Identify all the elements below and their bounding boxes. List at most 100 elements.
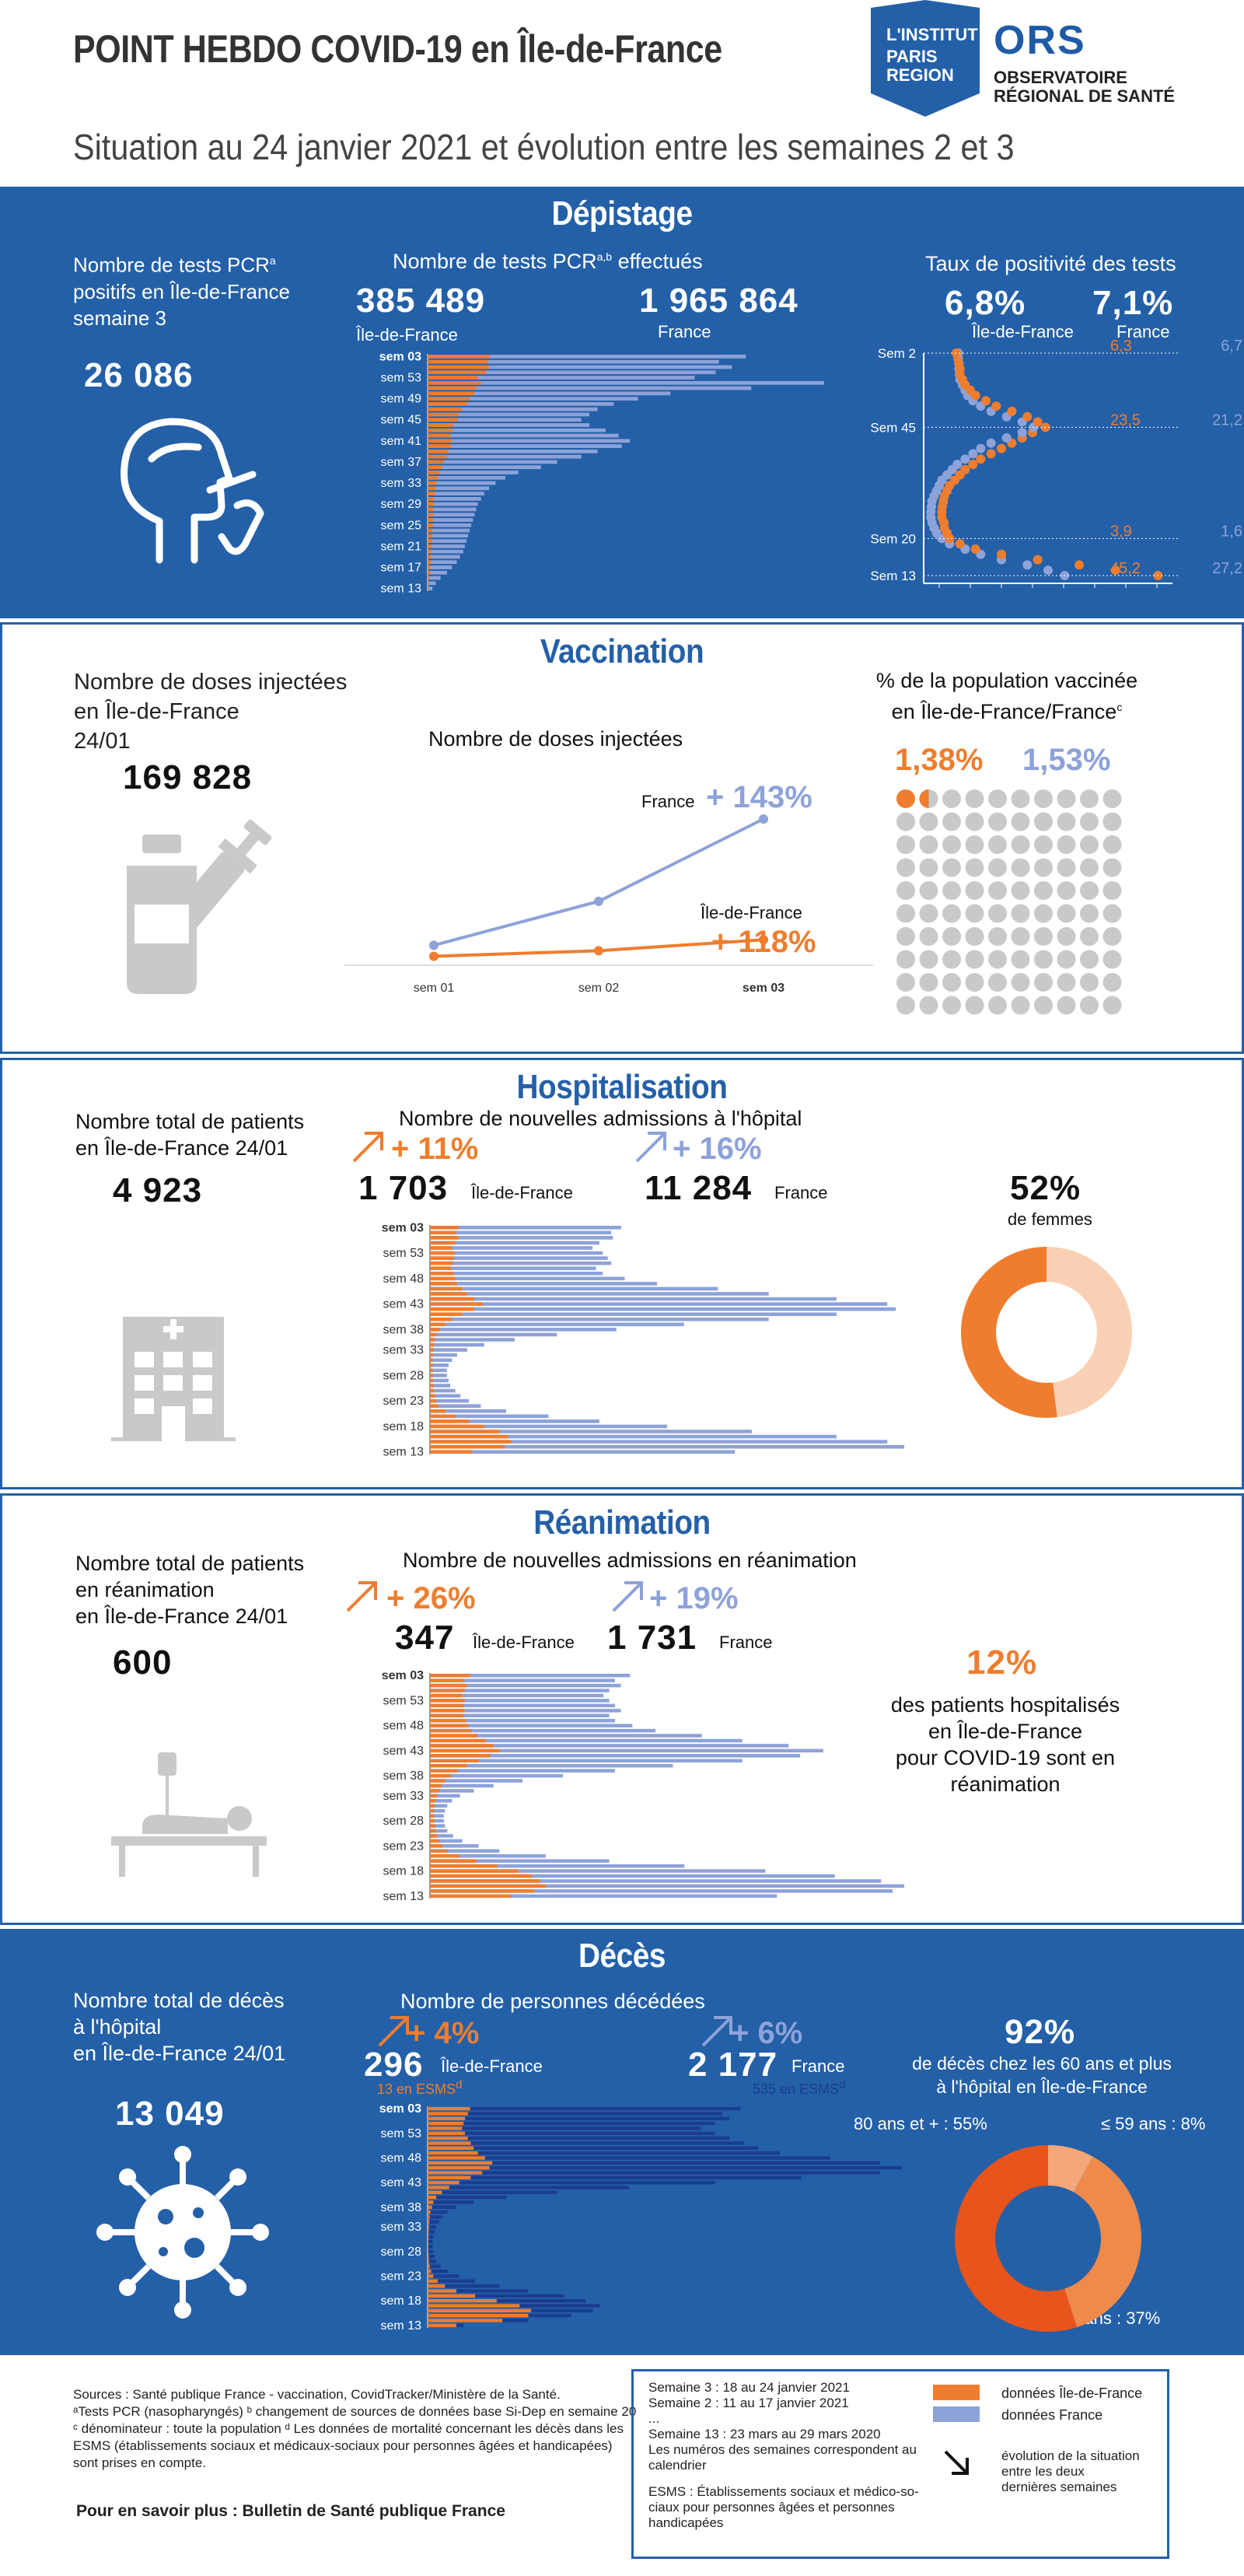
bar-idf bbox=[428, 539, 432, 543]
pos-point-idf bbox=[1033, 555, 1043, 565]
rea-total-value: 600 bbox=[113, 1643, 173, 1682]
donut-slice bbox=[955, 2145, 1078, 2332]
deces-fr-esms: 535 en ESMSd bbox=[753, 2078, 845, 2098]
panel-title-reanimation: Réanimation bbox=[533, 1503, 711, 1542]
bar-idf bbox=[430, 1404, 439, 1409]
bar-france bbox=[430, 1783, 494, 1788]
vacc-dot bbox=[1102, 904, 1122, 923]
deces-idf-esms-text: 13 en ESMS bbox=[377, 2081, 456, 2097]
bar-france bbox=[428, 2220, 439, 2224]
bar-france bbox=[430, 1703, 616, 1708]
deces-fr-change: + 6% bbox=[731, 2016, 803, 2050]
bar-france bbox=[428, 2131, 715, 2136]
bar-france bbox=[428, 2165, 902, 2170]
panel-deces: Décès Nombre total de décès à l'hôpital … bbox=[0, 1929, 1244, 2355]
bar-france bbox=[428, 2259, 437, 2263]
test-swab-icon bbox=[121, 418, 264, 564]
vacc-pct-title: % de la population vaccinée en Île-de-Fr… bbox=[867, 667, 1147, 725]
bar-france bbox=[428, 544, 465, 548]
bar-france bbox=[428, 2141, 744, 2145]
bar-idf bbox=[428, 2279, 438, 2284]
bar-france bbox=[430, 1689, 610, 1692]
icu-bed-icon bbox=[111, 1752, 267, 1877]
bar-france bbox=[428, 355, 746, 359]
bar-france bbox=[428, 407, 598, 411]
bar-idf bbox=[428, 2313, 529, 2318]
vacc-dot bbox=[942, 927, 961, 946]
bar-idf bbox=[430, 1839, 439, 1843]
bar-france bbox=[428, 2112, 722, 2116]
vacc-dot bbox=[988, 904, 1007, 923]
vacc-dot bbox=[988, 789, 1007, 808]
bar-idf bbox=[430, 1889, 534, 1893]
pos-point-idf bbox=[970, 544, 980, 554]
hosp-total-label: Nombre total de patients en Île-de-Franc… bbox=[75, 1108, 304, 1161]
bar-tick-label: sem 28 bbox=[381, 2245, 422, 2259]
age-donut-chart bbox=[955, 2145, 1141, 2332]
tests-bar-chart: sem 03 sem 53 sem 49 sem 45 sem 41 sem 37 sem … bbox=[379, 350, 824, 596]
bar-idf bbox=[430, 1783, 442, 1788]
bar-tick-label: sem 38 bbox=[383, 1323, 425, 1336]
sup-a: a bbox=[269, 254, 276, 267]
age-80-label: 80 ans et + : 55% bbox=[854, 2114, 987, 2133]
bar-idf bbox=[430, 1378, 434, 1383]
pos-point-idf bbox=[1075, 560, 1084, 570]
legend-week-2: Semaine 2 : 11 au 17 janvier 2021 bbox=[648, 2396, 849, 2410]
pos-point-idf bbox=[991, 401, 1001, 411]
vacc-dot bbox=[919, 835, 938, 854]
bar-idf bbox=[430, 1348, 434, 1352]
bar-france bbox=[428, 570, 447, 575]
tests-bars-title-text: Nombre de tests PCR bbox=[393, 250, 597, 273]
bar-idf bbox=[430, 1292, 467, 1296]
legend-week-3: ... bbox=[648, 2411, 660, 2426]
doses-line-france bbox=[433, 817, 764, 947]
panel-title-vaccination: Vaccination bbox=[540, 632, 704, 670]
bar-france bbox=[428, 2254, 435, 2259]
bar-idf bbox=[430, 1779, 446, 1783]
bar-idf bbox=[430, 1261, 453, 1265]
rea-idf-change: + 26% bbox=[386, 1581, 476, 1615]
doses-tick-label: sem 03 bbox=[743, 982, 784, 995]
bar-idf bbox=[430, 1853, 460, 1858]
bar-france bbox=[428, 486, 490, 491]
bar-idf bbox=[430, 1322, 446, 1327]
bar-france bbox=[430, 1884, 904, 1888]
rea-idf-value: 347 bbox=[395, 1619, 455, 1657]
bar-france bbox=[430, 1328, 617, 1332]
bar-france bbox=[428, 2224, 437, 2229]
rea-total-label: Nombre total de patients en réanimation … bbox=[75, 1550, 304, 1629]
vacc-dot bbox=[942, 973, 961, 992]
bar-france bbox=[430, 1889, 893, 1893]
bar-france bbox=[430, 1678, 616, 1682]
vacc-pct-fr: 1,53% bbox=[1022, 743, 1111, 777]
bar-idf bbox=[430, 1864, 498, 1868]
vacc-pct-title-line1: % de la population vaccinée bbox=[875, 669, 1138, 692]
bar-idf bbox=[430, 1409, 446, 1413]
bar-idf bbox=[428, 370, 486, 375]
bar-france bbox=[428, 518, 473, 522]
vacc-dot bbox=[1102, 835, 1122, 854]
more-info-link[interactable]: Pour en savoir plus : Bulletin de Santé … bbox=[76, 2502, 505, 2520]
bar-france bbox=[428, 2136, 730, 2140]
legend-idf-swatch bbox=[933, 2385, 980, 2400]
bar-idf bbox=[430, 1738, 486, 1743]
rea-share-line2: en Île-de-France bbox=[928, 1720, 1083, 1743]
bar-idf bbox=[428, 2180, 460, 2185]
bar-idf bbox=[428, 2220, 430, 2224]
bar-idf bbox=[430, 1266, 452, 1271]
bar-idf bbox=[430, 1394, 435, 1398]
legend-idf-label: données Île-de-France bbox=[1001, 2385, 1143, 2401]
donut-slice bbox=[960, 1247, 1057, 1418]
rea-idf-label: Île-de-France bbox=[473, 1633, 575, 1652]
deces-total-value: 13 049 bbox=[115, 2095, 225, 2133]
vacc-dot bbox=[1057, 858, 1076, 877]
bar-france bbox=[430, 1363, 449, 1367]
bar-idf bbox=[428, 2274, 434, 2278]
bar-france bbox=[428, 2210, 448, 2214]
bar-france bbox=[428, 402, 614, 406]
legend-week-1: Semaine 3 : 18 au 24 janvier 2021 bbox=[648, 2380, 850, 2395]
vacc-dot bbox=[1102, 996, 1122, 1015]
bar-france bbox=[430, 1879, 882, 1883]
bar-idf bbox=[428, 2264, 430, 2269]
doses-label-line3: 24/01 bbox=[74, 729, 131, 754]
